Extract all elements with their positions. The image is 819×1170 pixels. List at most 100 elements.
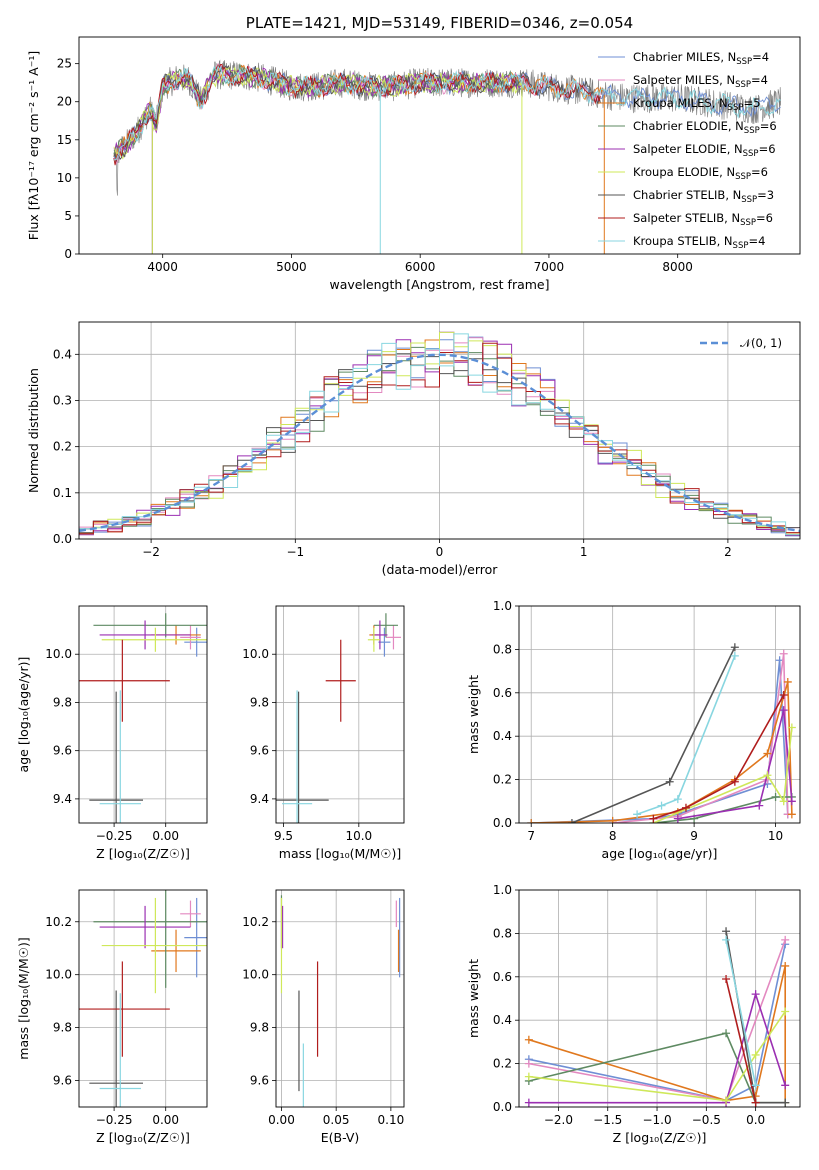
spectrum-legend: Chabrier MILES, NSSP=4 Salpeter MILES, NS… xyxy=(598,50,777,251)
x-tick-label: 0.00 xyxy=(152,1113,179,1127)
legend-entry: Chabrier MILES, NSSP=4 xyxy=(633,50,769,67)
series-marker xyxy=(779,706,788,715)
legend-entry: Salpeter MILES, NSSP=4 xyxy=(633,73,768,90)
x-tick-label: 0 xyxy=(436,545,444,559)
panel-spectrum: 4000 5000 6000 7000 8000 0 5 10 15 20 25 wavelength… xyxy=(26,14,801,292)
x-tick-label: −1.5 xyxy=(593,1113,622,1127)
panel-residuals: −2 −1 0 1 2 0.0 0.1 0.2 0.3 0.4 (data-model)/error… xyxy=(26,321,801,577)
y-tick-label: 0 xyxy=(64,247,72,261)
y-tick-label: 10.0 xyxy=(45,647,72,661)
x-tick-label: −2.0 xyxy=(544,1113,573,1127)
y-tick-label: 10.2 xyxy=(242,915,269,929)
x-tick-label: 8 xyxy=(609,829,617,843)
spectrum-model-line xyxy=(113,66,523,160)
x-axis-label: Z [log₁₀(Z/Z☉)] xyxy=(613,1130,707,1145)
y-tick-label: 1.0 xyxy=(493,883,512,897)
spectrum-model-line xyxy=(113,64,782,161)
series-marker xyxy=(781,1098,790,1107)
x-tick-label: −0.5 xyxy=(692,1113,721,1127)
series-marker xyxy=(763,771,772,780)
series-marker xyxy=(673,814,682,823)
y-axis-label: Normed distribution xyxy=(26,368,41,493)
x-tick-label: 7 xyxy=(527,829,535,843)
y-tick-label: 9.8 xyxy=(250,695,269,709)
plot-area-mass-vs-EBV xyxy=(280,895,401,1107)
plot-area-mass-weight-vs-Z xyxy=(524,927,790,1107)
y-tick-label: 0.1 xyxy=(53,486,72,500)
series-marker xyxy=(722,1029,731,1038)
y-tick-label: 0.0 xyxy=(493,1100,512,1114)
legend-entry: 𝒩(0, 1) xyxy=(740,336,782,350)
series-marker xyxy=(787,723,796,732)
y-tick-label: 9.6 xyxy=(250,1074,269,1088)
series-marker xyxy=(649,814,658,823)
series-marker xyxy=(781,961,790,970)
y-axis-label: mass [log₁₀(M/M☉)] xyxy=(16,937,31,1059)
series-marker xyxy=(524,1035,533,1044)
y-axis-label: age [log₁₀(age/yr)] xyxy=(16,657,31,773)
y-tick-label: 10.2 xyxy=(45,915,72,929)
axes-frame xyxy=(518,605,801,824)
series-marker xyxy=(751,1081,760,1090)
series-line xyxy=(528,1011,786,1102)
series-line xyxy=(653,694,785,820)
panel-mass-vs-EBV: 0.00 0.05 0.10 9.6 9.8 10.0 10.2 E(B-V) xyxy=(242,889,405,1145)
series-marker xyxy=(730,643,739,652)
y-tick-label: 9.8 xyxy=(250,1021,269,1035)
axes-frame xyxy=(78,36,801,255)
series-marker xyxy=(681,803,690,812)
series-marker xyxy=(783,677,792,686)
x-tick-label: −0.25 xyxy=(96,829,133,843)
plot-area-mass-vs-Z xyxy=(79,890,207,1107)
series-marker xyxy=(722,1096,731,1105)
axes-frame xyxy=(78,605,208,824)
series-marker xyxy=(673,795,682,804)
y-tick-label: 0.2 xyxy=(493,1057,512,1071)
series-marker xyxy=(608,816,617,823)
plot-area-age-vs-Z xyxy=(79,613,207,823)
y-tick-label: 0.0 xyxy=(53,532,72,546)
normal-curve xyxy=(79,353,800,533)
series-marker xyxy=(524,1059,533,1068)
y-tick-label: 0.4 xyxy=(493,729,512,743)
y-tick-label: 5 xyxy=(64,209,72,223)
y-tick-label: 0.4 xyxy=(53,347,72,361)
axes-frame xyxy=(78,889,208,1108)
series-marker xyxy=(633,810,642,819)
legend-entry: Salpeter STELIB, NSSP=6 xyxy=(633,211,773,228)
x-tick-label: 0.00 xyxy=(152,829,179,843)
series-marker xyxy=(763,749,772,758)
series-marker xyxy=(751,1050,760,1059)
y-axis-label: mass weight xyxy=(466,959,481,1038)
x-tick-label: −1 xyxy=(286,545,304,559)
y-tick-label: 9.8 xyxy=(53,1021,72,1035)
axes-frame xyxy=(518,889,801,1108)
series-line xyxy=(528,944,786,1102)
series-marker xyxy=(730,777,739,786)
series-marker xyxy=(524,1072,533,1081)
y-tick-label: 10.0 xyxy=(45,968,72,982)
series-marker xyxy=(730,651,739,660)
series-line xyxy=(653,727,793,823)
series-marker xyxy=(779,649,788,658)
panel-mass-vs-Z: −0.25 0.00 9.6 9.8 10.0 10.2 Z [log₁₀(Z/Z☉)] ma… xyxy=(16,889,208,1145)
series-line xyxy=(677,710,793,820)
y-tick-label: 0.6 xyxy=(493,970,512,984)
y-tick-label: 0.2 xyxy=(493,773,512,787)
legend-entry: Kroupa MILES, NSSP=5 xyxy=(633,96,760,113)
series-marker xyxy=(567,819,576,823)
x-tick-label: 6000 xyxy=(405,260,436,274)
y-tick-label: 10 xyxy=(57,171,72,185)
series-marker xyxy=(524,1098,533,1107)
y-tick-label: 15 xyxy=(57,133,72,147)
legend-entry: Chabrier ELODIE, NSSP=6 xyxy=(633,119,777,136)
chart-title: PLATE=1421, MJD=53149, FIBERID=0346, z=0… xyxy=(246,14,633,32)
y-tick-label: 25 xyxy=(57,57,72,71)
series-marker xyxy=(722,927,731,936)
x-axis-label: age [log₁₀(age/yr)] xyxy=(602,846,718,861)
series-marker xyxy=(751,990,760,999)
y-axis-label: mass weight xyxy=(466,675,481,754)
y-tick-label: 10.0 xyxy=(242,968,269,982)
x-tick-label: −0.25 xyxy=(96,1113,133,1127)
